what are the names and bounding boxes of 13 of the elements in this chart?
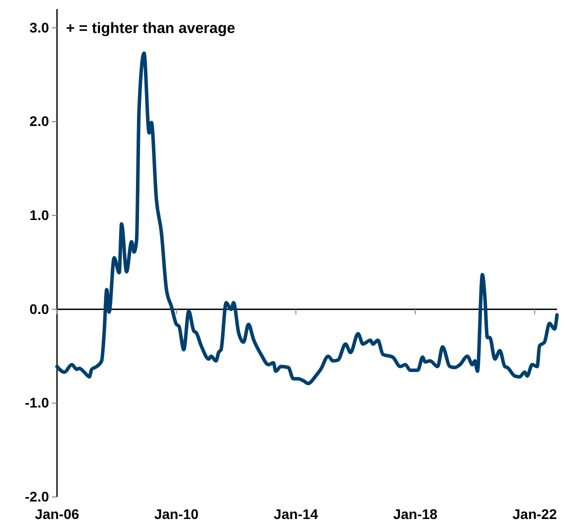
annotation: + = tighter than average [66, 20, 236, 37]
y-tick-label: -2.0 [24, 488, 50, 504]
line-series [55, 51, 559, 386]
y-tick-label: 3.0 [30, 19, 50, 36]
x-tick-label: Jan-22 [512, 506, 558, 522]
y-tick-label: 2.0 [30, 113, 50, 130]
x-tick-label: Jan-18 [393, 506, 438, 522]
x-tick-label: Jan-14 [274, 506, 318, 522]
x-tick-label: Jan-06 [34, 506, 80, 522]
x-tick-label: Jan-10 [154, 506, 199, 522]
y-tick-label: 1.0 [30, 206, 50, 223]
y-tick-label: -1.0 [24, 394, 50, 411]
y-tick-label: 0.0 [30, 300, 50, 317]
